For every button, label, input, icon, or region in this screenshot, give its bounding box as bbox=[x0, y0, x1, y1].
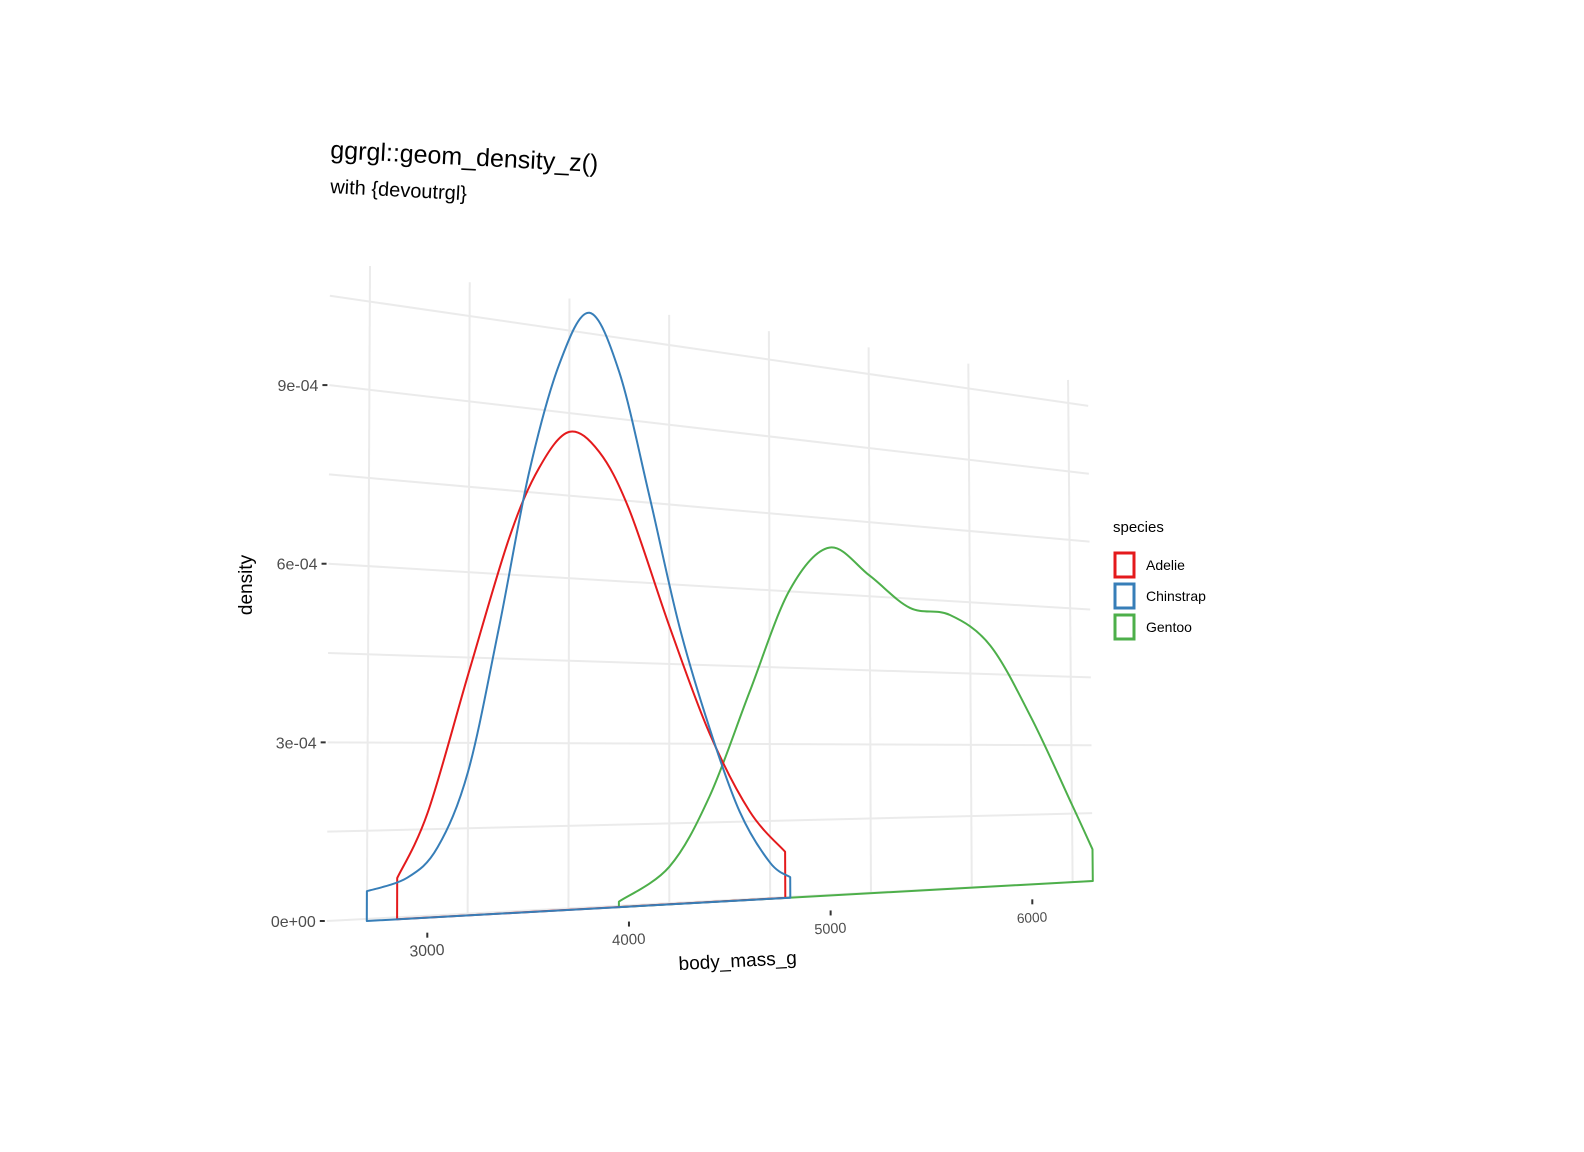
legend: species Adelie Chinstrap Gentoo bbox=[1113, 519, 1206, 641]
legend-label-gentoo: Gentoo bbox=[1146, 619, 1192, 635]
gridline-y bbox=[327, 741, 1092, 747]
y-tick-label: 0e+00 bbox=[271, 914, 316, 931]
legend-title: species bbox=[1113, 519, 1164, 536]
legend-label-chinstrap: Chinstrap bbox=[1146, 588, 1206, 604]
legend-key-chinstrap bbox=[1113, 582, 1136, 610]
y-tick-label: 3e-04 bbox=[276, 735, 317, 752]
gridline-y bbox=[328, 473, 1090, 543]
chart-title: ggrgl::geom_density_z() bbox=[330, 136, 599, 178]
gridline-y bbox=[328, 562, 1091, 611]
series-layer bbox=[365, 311, 1094, 922]
chart-subtitle: with {devoutrgl} bbox=[329, 176, 468, 205]
y-axis-label: density bbox=[236, 554, 257, 615]
y-tick-label: 9e-04 bbox=[277, 378, 318, 395]
gridline-x bbox=[867, 347, 872, 894]
gridline-x bbox=[365, 265, 371, 922]
gridline-y bbox=[328, 652, 1091, 679]
gridline-x bbox=[1067, 379, 1074, 883]
x-tick-label: 6000 bbox=[1016, 910, 1048, 927]
legend-label-adelie: Adelie bbox=[1146, 557, 1185, 573]
x-tick-label: 4000 bbox=[612, 931, 646, 950]
gridline-x bbox=[767, 331, 772, 899]
grid-layer bbox=[326, 265, 1093, 922]
legend-key-adelie bbox=[1113, 551, 1136, 579]
density-adelie bbox=[396, 430, 787, 921]
gridline-y bbox=[329, 384, 1089, 475]
density-chinstrap bbox=[365, 311, 792, 922]
gridline-x bbox=[567, 298, 571, 910]
axis-layer: 0e+00 3e-04 6e-04 9e-04 3000 4000 5000 6000 bbox=[271, 378, 1048, 960]
x-tick-label: 3000 bbox=[409, 942, 445, 961]
y-tick-label: 6e-04 bbox=[277, 557, 318, 574]
density-gentoo bbox=[617, 546, 1094, 909]
gridline-x bbox=[466, 282, 471, 916]
x-tick-label: 5000 bbox=[814, 921, 847, 939]
gridline-y bbox=[327, 812, 1093, 833]
x-axis-label: body_mass_g bbox=[678, 948, 797, 975]
gridline-y bbox=[329, 294, 1089, 407]
legend-key-gentoo bbox=[1113, 613, 1136, 641]
chart-title-group: ggrgl::geom_density_z() with {devoutrgl} bbox=[329, 136, 599, 205]
